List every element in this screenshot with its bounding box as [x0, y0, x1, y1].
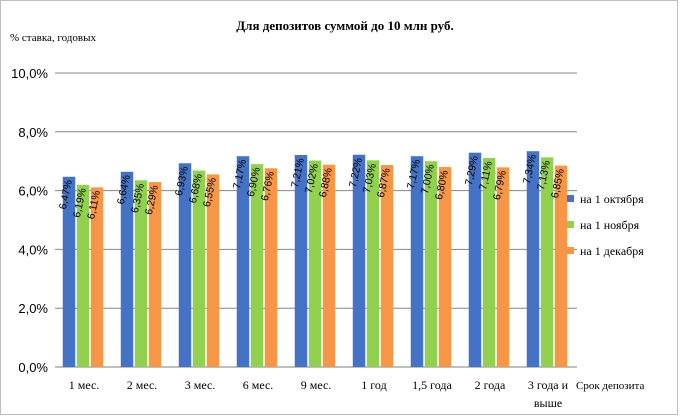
- chart-title: Для депозитов суммой до 10 млн руб.: [236, 18, 454, 33]
- x-tick-label: 3 мес.: [185, 378, 216, 392]
- x-axis-title: Срок депозита: [576, 380, 644, 392]
- bar: [294, 155, 308, 367]
- bar: [468, 152, 482, 367]
- x-axis-ticks: 1 мес. 2 мес. 3 мес. 6 мес. 9 мес. 1 год 1,5 г…: [69, 378, 569, 410]
- bar: [308, 160, 322, 367]
- data-label: 7,11%: [477, 160, 495, 191]
- bar: [264, 168, 278, 367]
- y-tick-label: 8,0%: [18, 125, 48, 140]
- x-tick-label: 1,5 года: [412, 378, 452, 392]
- legend: на 1 октября на 1 ноября на 1 декабря: [567, 192, 644, 258]
- legend-swatch: [567, 247, 574, 254]
- y-axis-title: % ставка, годовых: [10, 32, 96, 44]
- bars: [62, 151, 568, 367]
- bar: [352, 154, 366, 367]
- x-tick-label: 2 года: [475, 378, 506, 392]
- y-axis-ticks: 0,0% 2,0% 4,0% 6,0% 8,0% 10,0%: [11, 66, 48, 375]
- bar: [90, 187, 104, 367]
- bar: [76, 185, 90, 367]
- bar: [496, 167, 510, 367]
- bar: [120, 171, 134, 367]
- x-tick-label: 9 мес.: [301, 378, 332, 392]
- bar: [482, 157, 496, 367]
- legend-swatch: [567, 195, 574, 202]
- y-tick-label: 10,0%: [11, 66, 48, 81]
- y-tick-label: 2,0%: [18, 301, 48, 316]
- bar: [178, 163, 192, 367]
- data-label: 6,11%: [85, 189, 103, 220]
- legend-label: на 1 ноября: [580, 218, 640, 232]
- bar: [554, 165, 568, 367]
- x-tick-label: 3 года и выше: [528, 378, 569, 410]
- bar: [322, 164, 336, 367]
- y-tick-label: 0,0%: [18, 360, 48, 375]
- bar: [380, 165, 394, 367]
- bar: [206, 174, 220, 367]
- bar: [134, 180, 148, 367]
- bar: [366, 160, 380, 367]
- y-tick-label: 4,0%: [18, 242, 48, 257]
- bar: [62, 176, 76, 367]
- x-tick-label: 1 год: [361, 378, 386, 392]
- bar: [526, 151, 540, 367]
- x-tick-label: 6 мес.: [243, 378, 274, 392]
- y-tick-label: 6,0%: [18, 184, 48, 199]
- bar: [148, 182, 162, 367]
- bar: [424, 161, 438, 367]
- legend-swatch: [567, 221, 574, 228]
- x-tick-label: 2 мес.: [127, 378, 158, 392]
- bar: [540, 157, 554, 367]
- bar: [250, 164, 264, 367]
- legend-label: на 1 октября: [580, 192, 644, 206]
- bar: [410, 156, 424, 367]
- data-labels: 6,47%6,19%6,11% 6,64%6,35%6,29%6,93%6,68%…: [57, 153, 567, 220]
- x-tick-label: 1 мес.: [69, 378, 100, 392]
- legend-label: на 1 декабря: [580, 244, 644, 258]
- bar: [236, 156, 250, 367]
- bar: [438, 167, 452, 367]
- bar: [192, 170, 206, 367]
